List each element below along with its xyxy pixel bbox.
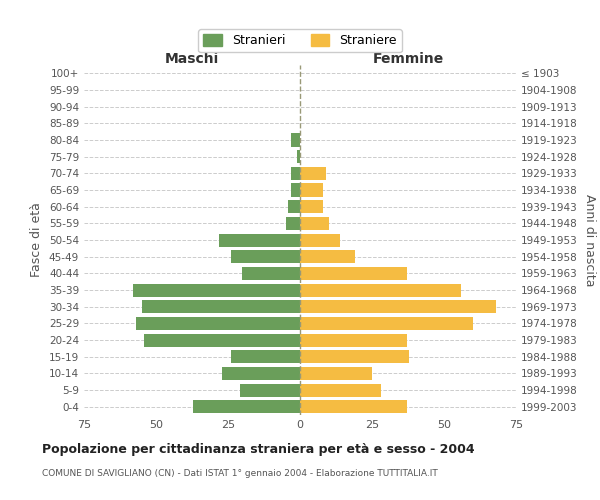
Bar [300,300,496,313]
Bar [220,234,300,246]
Bar [286,217,300,230]
Text: COMUNE DI SAVIGLIANO (CN) - Dati ISTAT 1° gennaio 2004 - Elaborazione TUTTITALIA: COMUNE DI SAVIGLIANO (CN) - Dati ISTAT 1… [42,469,438,478]
Bar [136,317,300,330]
Bar [145,334,300,346]
Text: Maschi: Maschi [165,52,219,66]
Legend: Stranieri, Straniere: Stranieri, Straniere [198,29,402,52]
Y-axis label: Anni di nascita: Anni di nascita [583,194,596,286]
Bar [300,184,323,196]
Bar [300,167,326,180]
Bar [300,400,407,413]
Bar [193,400,300,413]
Bar [300,334,407,346]
Bar [300,384,380,396]
Bar [133,284,300,296]
Text: Femmine: Femmine [373,52,443,66]
Bar [292,134,300,146]
Text: Popolazione per cittadinanza straniera per età e sesso - 2004: Popolazione per cittadinanza straniera p… [42,442,475,456]
Bar [300,367,372,380]
Y-axis label: Fasce di età: Fasce di età [31,202,43,278]
Bar [292,167,300,180]
Bar [292,184,300,196]
Bar [289,200,300,213]
Bar [300,250,355,263]
Bar [300,350,409,363]
Bar [300,317,473,330]
Bar [239,384,300,396]
Bar [297,150,300,163]
Bar [300,234,340,246]
Bar [300,217,329,230]
Bar [222,367,300,380]
Bar [300,284,461,296]
Bar [300,267,407,280]
Bar [242,267,300,280]
Bar [231,250,300,263]
Bar [142,300,300,313]
Bar [231,350,300,363]
Bar [300,200,323,213]
